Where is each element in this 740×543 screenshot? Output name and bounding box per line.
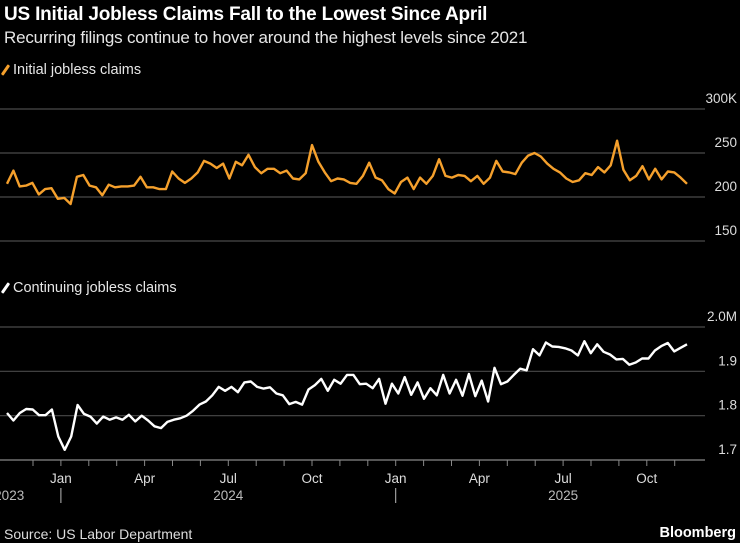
series-line-continuing: [6, 340, 688, 451]
x-tick-label: Jul: [554, 471, 571, 486]
y-tick-label: 300K: [705, 91, 737, 106]
legend-initial: Initial jobless claims: [0, 62, 142, 78]
y-tick-label: 1.8: [718, 398, 737, 413]
y-tick-label: 1.9: [718, 353, 737, 368]
x-tick-label: Jan: [385, 471, 407, 486]
y-tick-label: 2.0M: [707, 309, 737, 324]
y-tick-label: 200: [714, 179, 737, 194]
legend-label: Initial jobless claims: [13, 62, 142, 78]
chart-title: US Initial Jobless Claims Fall to the Lo…: [4, 4, 488, 25]
x-tick-label: Oct: [636, 471, 657, 486]
y-tick-label: 150: [714, 223, 737, 238]
x-tick-label: Jul: [220, 471, 237, 486]
year-label: 2025: [548, 488, 578, 503]
source-note: Source: US Labor Department: [4, 526, 193, 542]
bloomberg-logo: Bloomberg: [659, 525, 736, 541]
year-label: 2024: [213, 488, 244, 503]
x-tick-label: Oct: [301, 471, 322, 486]
y-tick-label: 1.7: [718, 442, 737, 457]
year-label: 2023: [0, 488, 24, 503]
x-tick-label: Apr: [134, 471, 156, 486]
chart-subtitle: Recurring filings continue to hover arou…: [4, 28, 528, 47]
series-line-initial: [5, 139, 688, 206]
legend-continuing: Continuing jobless claims: [0, 280, 177, 296]
y-tick-label: 250: [714, 135, 737, 150]
x-tick-label: Jan: [50, 471, 72, 486]
x-tick-label: Apr: [469, 471, 491, 486]
legend-label: Continuing jobless claims: [13, 280, 177, 296]
